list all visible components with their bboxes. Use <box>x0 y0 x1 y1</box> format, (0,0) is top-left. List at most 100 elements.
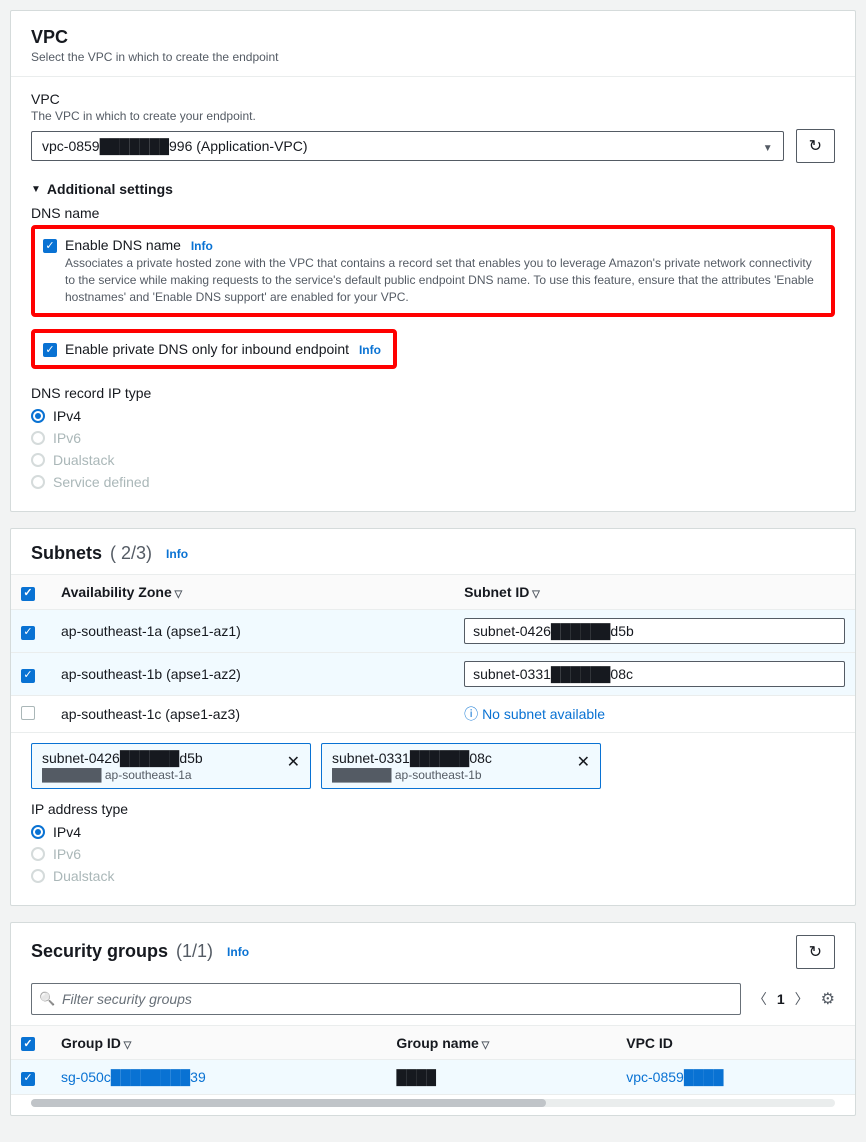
subnet-select[interactable]: subnet-0426██████d5b <box>464 618 845 644</box>
vpc-field-label: VPC <box>31 91 835 107</box>
sg-title: Security groups <box>31 941 168 962</box>
page-number: 1 <box>777 991 785 1007</box>
vpc-panel: VPC Select the VPC in which to create th… <box>10 10 856 512</box>
filter-security-groups-input[interactable]: Filter security groups <box>31 983 741 1015</box>
sg-vpc-id[interactable]: vpc-0859████ <box>626 1069 723 1085</box>
radio-ipv4[interactable]: IPv4 <box>31 405 835 427</box>
radio-icon <box>31 475 45 489</box>
cell-az: ap-southeast-1b (apse1-az2) <box>51 652 454 695</box>
row-checkbox[interactable] <box>21 706 35 720</box>
enable-dns-name-checkbox[interactable] <box>43 239 57 253</box>
highlight-dns-name: Enable DNS name Info Associates a privat… <box>31 225 835 317</box>
enable-private-dns-inbound-info[interactable]: Info <box>359 343 381 357</box>
row-checkbox[interactable] <box>21 669 35 683</box>
col-vpc-id[interactable]: VPC ID <box>626 1035 673 1051</box>
radio-icon <box>31 869 45 883</box>
enable-dns-name-desc: Associates a private hosted zone with th… <box>65 255 823 305</box>
refresh-button[interactable] <box>796 129 835 163</box>
vpc-select-value: vpc-0859███████996 (Application-VPC) <box>42 138 308 154</box>
dns-record-ip-type-label: DNS record IP type <box>31 385 835 401</box>
sg-count: (1/1) <box>176 941 213 962</box>
subnets-select-all-checkbox[interactable] <box>21 587 35 601</box>
chip-main: subnet-0426██████d5b <box>42 750 203 766</box>
subnets-title: Subnets <box>31 543 102 564</box>
radio-label: Service defined <box>53 474 150 490</box>
radio-label: IPv4 <box>53 408 81 424</box>
vpc-title: VPC <box>31 27 835 48</box>
enable-dns-name-label: Enable DNS name <box>65 237 181 253</box>
subnet-select[interactable]: subnet-0331██████08c <box>464 661 845 687</box>
row-checkbox[interactable] <box>21 1072 35 1086</box>
sort-icon <box>479 1035 489 1051</box>
enable-private-dns-inbound-label: Enable private DNS only for inbound endp… <box>65 341 349 357</box>
sort-icon <box>121 1035 131 1051</box>
dns-record-ip-type-group: IPv4 IPv6 Dualstack Service defined <box>31 405 835 493</box>
cell-az: ap-southeast-1c (apse1-az3) <box>51 695 454 732</box>
radio-label: IPv6 <box>53 846 81 862</box>
subnets-header: Subnets ( 2/3) Info <box>11 529 855 574</box>
row-checkbox[interactable] <box>21 626 35 640</box>
subnet-chip: subnet-0426██████d5b ███████ ap-southeas… <box>31 743 311 789</box>
gear-icon[interactable] <box>821 989 835 1009</box>
table-row[interactable]: ap-southeast-1c (apse1-az3) No subnet av… <box>11 695 855 732</box>
table-row[interactable]: sg-050c████████39 ████ vpc-0859████ <box>11 1060 855 1095</box>
enable-dns-name-info[interactable]: Info <box>191 239 213 253</box>
radio-icon <box>31 847 45 861</box>
horizontal-scrollbar[interactable] <box>31 1099 835 1107</box>
radio-label: Dualstack <box>53 868 114 884</box>
close-icon[interactable]: ✕ <box>577 752 590 772</box>
subnet-select-value: subnet-0331██████08c <box>473 666 633 682</box>
chip-main: subnet-0331██████08c <box>332 750 492 766</box>
radio-service-defined: Service defined <box>31 471 835 493</box>
col-az[interactable]: Availability Zone <box>61 584 172 600</box>
chevron-down-icon <box>763 138 773 154</box>
col-group-id[interactable]: Group ID <box>61 1035 121 1051</box>
enable-private-dns-inbound-checkbox[interactable] <box>43 343 57 357</box>
security-groups-table: Group ID Group name VPC ID sg-050c██████… <box>11 1025 855 1095</box>
radio-icon <box>31 453 45 467</box>
subnets-table: Availability Zone Subnet ID ap-southeast… <box>11 574 855 733</box>
subnets-count: ( 2/3) <box>110 543 152 564</box>
chip-sub: ███████ ap-southeast-1a <box>42 768 203 782</box>
table-row[interactable]: ap-southeast-1a (apse1-az1) subnet-0426█… <box>11 609 855 652</box>
dns-name-label: DNS name <box>31 205 835 221</box>
vpc-field-desc: The VPC in which to create your endpoint… <box>31 109 835 123</box>
no-subnet-label: No subnet available <box>464 704 845 724</box>
radio-icon <box>31 431 45 445</box>
col-group-name[interactable]: Group name <box>396 1035 478 1051</box>
radio-ipv4[interactable]: IPv4 <box>31 821 835 843</box>
ip-address-type-group: IPv4 IPv6 Dualstack <box>31 821 835 887</box>
radio-ipv6: IPv6 <box>31 843 835 865</box>
table-row[interactable]: ap-southeast-1b (apse1-az2) subnet-0331█… <box>11 652 855 695</box>
vpc-panel-header: VPC Select the VPC in which to create th… <box>11 11 855 77</box>
refresh-icon <box>809 942 822 962</box>
radio-dualstack: Dualstack <box>31 449 835 471</box>
radio-label: IPv4 <box>53 824 81 840</box>
refresh-icon <box>809 136 822 156</box>
radio-icon <box>31 825 45 839</box>
prev-page[interactable]: 〈 <box>753 989 767 1009</box>
close-icon[interactable]: ✕ <box>287 752 300 772</box>
subnets-info[interactable]: Info <box>166 547 188 561</box>
vpc-subtitle: Select the VPC in which to create the en… <box>31 50 835 64</box>
next-page[interactable]: 〉 <box>795 989 809 1009</box>
subnet-select-value: subnet-0426██████d5b <box>473 623 634 639</box>
radio-dualstack: Dualstack <box>31 865 835 887</box>
radio-label: Dualstack <box>53 452 114 468</box>
additional-settings-toggle[interactable]: Additional settings <box>31 181 835 197</box>
vpc-select[interactable]: vpc-0859███████996 (Application-VPC) <box>31 131 784 161</box>
col-subnet[interactable]: Subnet ID <box>464 584 529 600</box>
sg-group-name: ████ <box>396 1069 436 1085</box>
refresh-button[interactable] <box>796 935 835 969</box>
sg-select-all-checkbox[interactable] <box>21 1037 35 1051</box>
security-groups-panel: Security groups (1/1) Info Filter securi… <box>10 922 856 1116</box>
radio-ipv6: IPv6 <box>31 427 835 449</box>
sort-icon <box>529 584 539 600</box>
radio-label: IPv6 <box>53 430 81 446</box>
sort-icon <box>172 584 182 600</box>
sg-group-id[interactable]: sg-050c████████39 <box>61 1069 206 1085</box>
ip-address-type-label: IP address type <box>31 801 835 817</box>
sg-info[interactable]: Info <box>227 945 249 959</box>
radio-icon <box>31 409 45 423</box>
subnets-panel: Subnets ( 2/3) Info Availability Zone Su… <box>10 528 856 906</box>
